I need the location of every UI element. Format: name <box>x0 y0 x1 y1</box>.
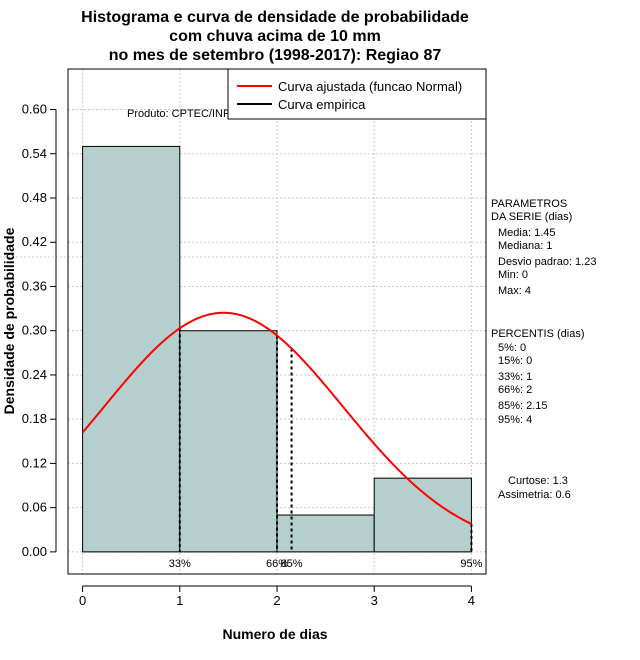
statistics-panel: PARAMETROS DA SERIE (dias) Media: 1.45 M… <box>491 198 596 501</box>
x-axis-label: Numero de dias <box>222 626 327 642</box>
histogram-bar-2 <box>276 514 375 553</box>
params-title-2: DA SERIE (dias) <box>491 211 572 223</box>
y-axis-label: Densidade de probabilidade <box>1 227 17 414</box>
param-max: Max: 4 <box>498 285 531 297</box>
params-title-1: PARAMETROS <box>491 198 567 210</box>
percentile-label-1: 66% <box>266 558 288 570</box>
y-tick-label-7: 0.42 <box>22 234 47 249</box>
x-tick-label-2: 2 <box>273 593 280 608</box>
y-tick-label-5: 0.30 <box>22 323 47 338</box>
histogram-bars <box>82 145 472 553</box>
histogram-bar-1 <box>179 330 278 553</box>
percentile-markers: 33% 66%85% 95% <box>169 328 483 570</box>
axes: 0.00 0.06 0.12 0.18 0.24 0.30 0.36 0.42 0.48 0.54… <box>22 102 475 608</box>
percentile-label-2: 85% <box>281 558 303 570</box>
percentile-label-0: 33% <box>169 558 191 570</box>
chart-title-line-2: com chuva acima de 10 mm <box>169 28 381 45</box>
percentil-95: 95%: 4 <box>498 414 532 426</box>
percentis-title: PERCENTIS (dias) <box>491 328 585 340</box>
y-tick-label-8: 0.48 <box>22 190 47 205</box>
y-tick-label-2: 0.12 <box>22 455 47 470</box>
legend-box <box>227 68 487 120</box>
percentil-15: 15%: 0 <box>498 355 532 367</box>
legend-label-fit: Curva ajustada (funcao Normal) <box>278 79 462 94</box>
x-tick-label-3: 3 <box>371 593 378 608</box>
histogram-bar-0 <box>82 145 181 553</box>
normal-fit-curve <box>81 311 472 525</box>
y-tick-label-0: 0.00 <box>22 544 47 559</box>
chart-title-line-1: Histograma e curva de densidade de proba… <box>81 9 469 26</box>
legend: Curva ajustada (funcao Normal) Curva emp… <box>227 68 487 120</box>
y-tick-label-10: 0.60 <box>22 102 47 117</box>
percentil-66: 66%: 2 <box>498 384 532 396</box>
param-desvio: Desvio padrao: 1.23 <box>498 256 596 268</box>
product-label: Produto: CPTEC/INPE <box>127 108 238 120</box>
x-tick-label-4: 4 <box>468 593 475 608</box>
y-tick-label-6: 0.36 <box>22 278 47 293</box>
y-tick-label-1: 0.06 <box>22 500 47 515</box>
normal-curve-group <box>81 311 472 525</box>
param-media: Media: 1.45 <box>498 227 555 239</box>
curtose: Curtose: 1.3 <box>508 475 568 487</box>
percentil-85: 85%: 2.15 <box>498 400 548 412</box>
percentil-5: 5%: 0 <box>498 342 526 354</box>
y-tick-label-3: 0.18 <box>22 411 47 426</box>
param-min: Min: 0 <box>498 269 528 281</box>
percentile-label-3: 95% <box>460 558 482 570</box>
chart-title-line-3: no mes de setembro (1998-2017): Regiao 8… <box>109 47 442 64</box>
y-tick-label-4: 0.24 <box>22 367 47 382</box>
legend-label-empirical: Curva empirica <box>278 97 366 112</box>
param-mediana: Mediana: 1 <box>498 240 552 252</box>
x-tick-label-1: 1 <box>176 593 183 608</box>
x-tick-label-0: 0 <box>79 593 86 608</box>
y-tick-label-9: 0.54 <box>22 146 47 161</box>
assimetria: Assimetria: 0.6 <box>498 489 571 501</box>
histogram-bar-3 <box>373 477 472 553</box>
percentil-33: 33%: 1 <box>498 371 532 383</box>
